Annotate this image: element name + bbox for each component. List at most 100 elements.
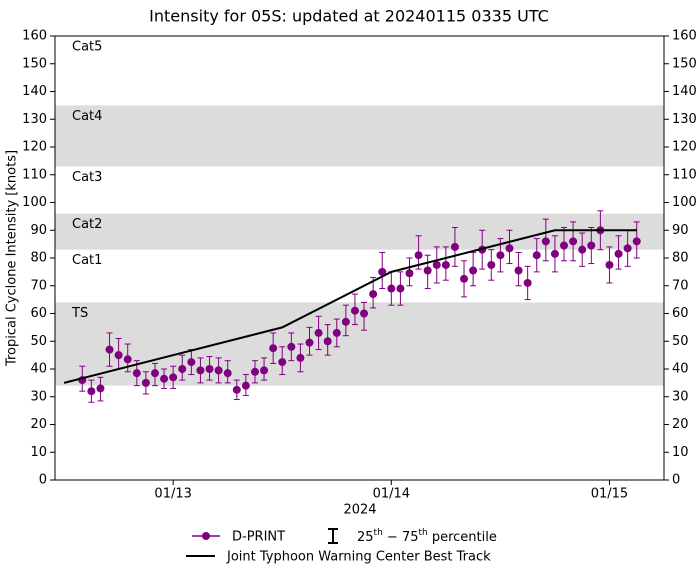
category-label: Cat3 [72,170,102,185]
y-tick-label: 80 [30,251,47,266]
y-tick-label: 100 [22,195,47,210]
y2-tick-label: 150 [672,56,697,71]
data-point [387,284,396,293]
y-tick-label: 0 [39,473,47,488]
y2-tick-label: 0 [672,473,680,488]
data-point [605,260,614,269]
data-point [287,342,296,351]
data-point [569,237,578,246]
y-tick-label: 150 [22,56,47,71]
data-point [441,260,450,269]
data-point [623,244,632,253]
data-point [432,260,441,269]
data-point [405,269,414,278]
y2-tick-label: 70 [672,278,689,293]
x-axis-label: 2024 [343,503,376,518]
y2-tick-label: 60 [672,306,689,321]
category-label: TS [71,306,88,321]
y2-tick-label: 50 [672,334,689,349]
data-point [314,328,323,337]
y-tick-label: 110 [22,167,47,182]
data-point [150,369,159,378]
data-point [87,387,96,396]
chart-title: Intensity for 05S: updated at 20240115 0… [149,7,549,26]
y2-tick-label: 140 [672,84,697,99]
y2-tick-label: 120 [672,140,697,155]
data-point [323,337,332,346]
y-tick-label: 50 [30,334,47,349]
data-point [396,284,405,293]
y-tick-label: 130 [22,112,47,127]
data-point [169,373,178,382]
y-axis-label: Tropical Cyclone Intensity [knots] [5,150,20,367]
data-point [632,237,641,246]
y2-tick-label: 20 [672,417,689,432]
data-point [96,384,105,393]
data-point [350,306,359,315]
y2-tick-label: 110 [672,167,697,182]
data-point [332,328,341,337]
data-point [578,245,587,254]
y-tick-label: 20 [30,417,47,432]
data-point [550,249,559,258]
legend-label: D-PRINT [232,530,285,545]
x-tick-label: 01/14 [373,487,410,502]
data-point [369,290,378,299]
data-point [378,267,387,276]
data-point [141,378,150,387]
x-tick-label: 01/13 [154,487,191,502]
category-label: Cat2 [72,217,102,232]
category-band [55,105,664,167]
legend-label: Joint Typhoon Warning Center Best Track [226,550,491,565]
data-point [460,274,469,283]
data-point [187,358,196,367]
y2-tick-label: 80 [672,251,689,266]
data-point [205,365,214,373]
y-tick-label: 40 [30,362,47,377]
data-point [132,369,141,378]
data-point [296,353,305,362]
y-tick-label: 60 [30,306,47,321]
y2-tick-label: 40 [672,362,689,377]
data-point [469,266,478,275]
data-point [241,381,250,390]
data-point [414,251,423,260]
data-point [123,355,132,364]
data-point [541,237,550,246]
y-tick-label: 140 [22,84,47,99]
data-point [496,251,505,260]
y2-tick-label: 10 [672,445,689,460]
data-point [178,365,187,373]
category-label: Cat1 [72,253,102,268]
y2-tick-label: 160 [672,29,697,44]
data-point [278,358,287,367]
data-point [423,266,432,275]
y-tick-label: 10 [30,445,47,460]
data-point [250,367,259,376]
data-point [360,309,369,318]
data-point [223,369,232,378]
data-point [532,251,541,260]
y-tick-label: 160 [22,29,47,44]
y2-tick-label: 30 [672,389,689,404]
category-label: Cat4 [72,109,102,124]
category-label: Cat5 [72,40,102,55]
data-point [214,366,223,375]
data-point [196,366,205,375]
best-track-line [63,229,637,384]
data-point [587,241,596,250]
data-point [487,260,496,269]
y-tick-label: 90 [30,223,47,238]
y2-tick-label: 130 [672,112,697,127]
data-point [523,278,532,287]
data-point [560,241,569,250]
data-point [269,344,278,353]
y2-tick-label: 90 [672,223,689,238]
legend-label: 25th − 75th percentile [357,528,497,545]
data-point [341,317,350,326]
data-point [514,266,523,275]
y-tick-label: 120 [22,140,47,155]
legend-swatch [328,528,338,544]
legend-swatch [202,532,210,540]
